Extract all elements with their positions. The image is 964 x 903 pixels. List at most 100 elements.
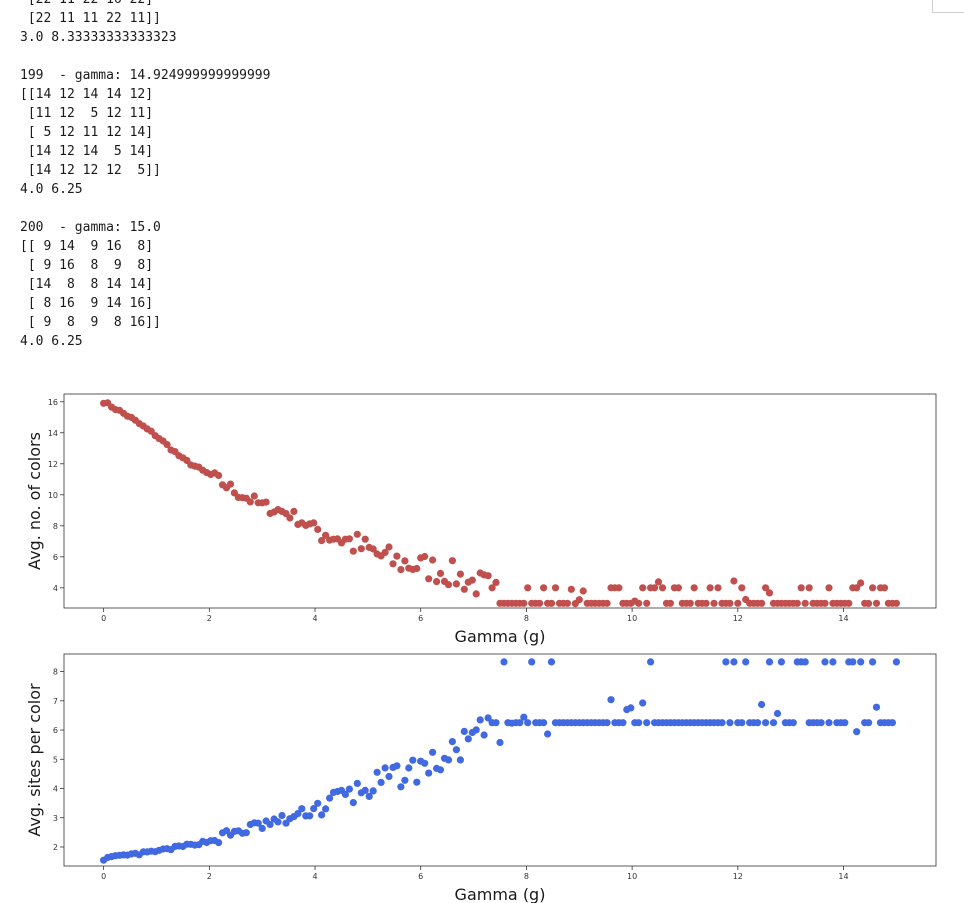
data-point — [444, 581, 453, 589]
data-point — [425, 575, 433, 583]
y-tick-label: 16 — [48, 398, 58, 407]
data-point — [801, 599, 809, 607]
data-point — [365, 792, 373, 800]
data-point — [825, 719, 833, 727]
data-point — [880, 584, 889, 592]
data-point — [869, 584, 877, 592]
y-tick-label: 5 — [53, 755, 58, 764]
x-tick-label: 12 — [733, 872, 743, 881]
data-point — [872, 599, 881, 607]
data-point — [250, 492, 258, 500]
y-tick-label: 6 — [53, 726, 58, 735]
data-point — [361, 786, 369, 794]
data-point — [448, 738, 456, 746]
data-point — [718, 719, 726, 727]
data-point — [821, 658, 829, 666]
data-point — [298, 805, 306, 813]
data-point — [452, 746, 460, 754]
data-point — [603, 719, 611, 727]
data-point — [484, 714, 492, 722]
data-point — [314, 799, 322, 807]
data-point — [254, 819, 262, 827]
data-point — [726, 719, 734, 727]
data-point — [738, 584, 746, 592]
data-point — [773, 709, 782, 718]
data-point — [421, 759, 429, 767]
data-point — [567, 585, 575, 593]
data-point — [793, 599, 801, 607]
data-point — [540, 584, 548, 592]
data-point — [888, 719, 897, 727]
data-point — [385, 543, 393, 551]
data-point — [603, 599, 611, 607]
data-point — [484, 572, 492, 580]
data-point — [436, 766, 445, 774]
x-tick-label: 4 — [312, 872, 317, 881]
data-point — [421, 552, 429, 561]
data-point — [706, 584, 714, 592]
data-point — [405, 764, 413, 772]
data-point — [607, 696, 615, 704]
data-point — [500, 658, 508, 666]
data-point — [730, 658, 738, 666]
data-point — [872, 703, 881, 711]
data-point — [242, 829, 250, 837]
data-point — [381, 764, 389, 772]
data-point — [472, 726, 480, 734]
data-point — [615, 584, 623, 592]
data-point — [857, 658, 865, 666]
data-point — [524, 719, 532, 727]
data-point — [524, 584, 532, 592]
data-point — [765, 589, 774, 597]
x-tick-label: 10 — [627, 614, 637, 623]
y-tick-label: 4 — [53, 785, 58, 794]
data-point — [326, 794, 334, 802]
data-point — [429, 556, 437, 564]
x-tick-label: 14 — [838, 614, 848, 623]
data-point — [643, 719, 651, 727]
data-point — [722, 658, 730, 666]
data-point — [246, 498, 254, 506]
data-point — [821, 599, 829, 607]
data-point — [547, 658, 556, 666]
data-point — [857, 579, 865, 587]
data-point — [805, 584, 813, 592]
x-tick-label: 2 — [207, 872, 212, 881]
data-point — [674, 584, 683, 592]
data-point — [797, 584, 805, 592]
data-point — [801, 658, 809, 666]
data-point — [734, 599, 742, 607]
data-point — [345, 535, 353, 543]
data-point — [226, 480, 235, 488]
data-point — [444, 756, 453, 764]
data-point — [758, 700, 766, 709]
data-point — [651, 584, 659, 592]
data-point — [286, 514, 294, 522]
data-point — [575, 596, 583, 604]
data-point — [520, 713, 528, 721]
data-point — [639, 584, 647, 592]
data-point — [892, 599, 901, 607]
data-point — [322, 531, 330, 539]
data-point — [163, 441, 171, 449]
plot-frame — [63, 653, 937, 867]
data-point — [413, 778, 421, 786]
data-point — [658, 584, 667, 592]
y-tick-label: 4 — [53, 584, 58, 593]
data-point — [278, 811, 286, 820]
data-point — [357, 545, 365, 553]
x-tick-label: 0 — [101, 614, 106, 623]
data-point — [310, 519, 318, 527]
data-point — [710, 599, 718, 607]
data-point — [496, 738, 504, 747]
scatter-points — [100, 399, 901, 608]
data-point — [456, 756, 464, 764]
data-point — [448, 557, 456, 565]
data-point — [353, 530, 361, 538]
data-point — [702, 599, 710, 607]
data-point — [869, 658, 877, 666]
data-point — [714, 584, 722, 592]
data-point — [488, 584, 496, 592]
data-point — [829, 658, 837, 666]
data-point — [742, 658, 750, 666]
